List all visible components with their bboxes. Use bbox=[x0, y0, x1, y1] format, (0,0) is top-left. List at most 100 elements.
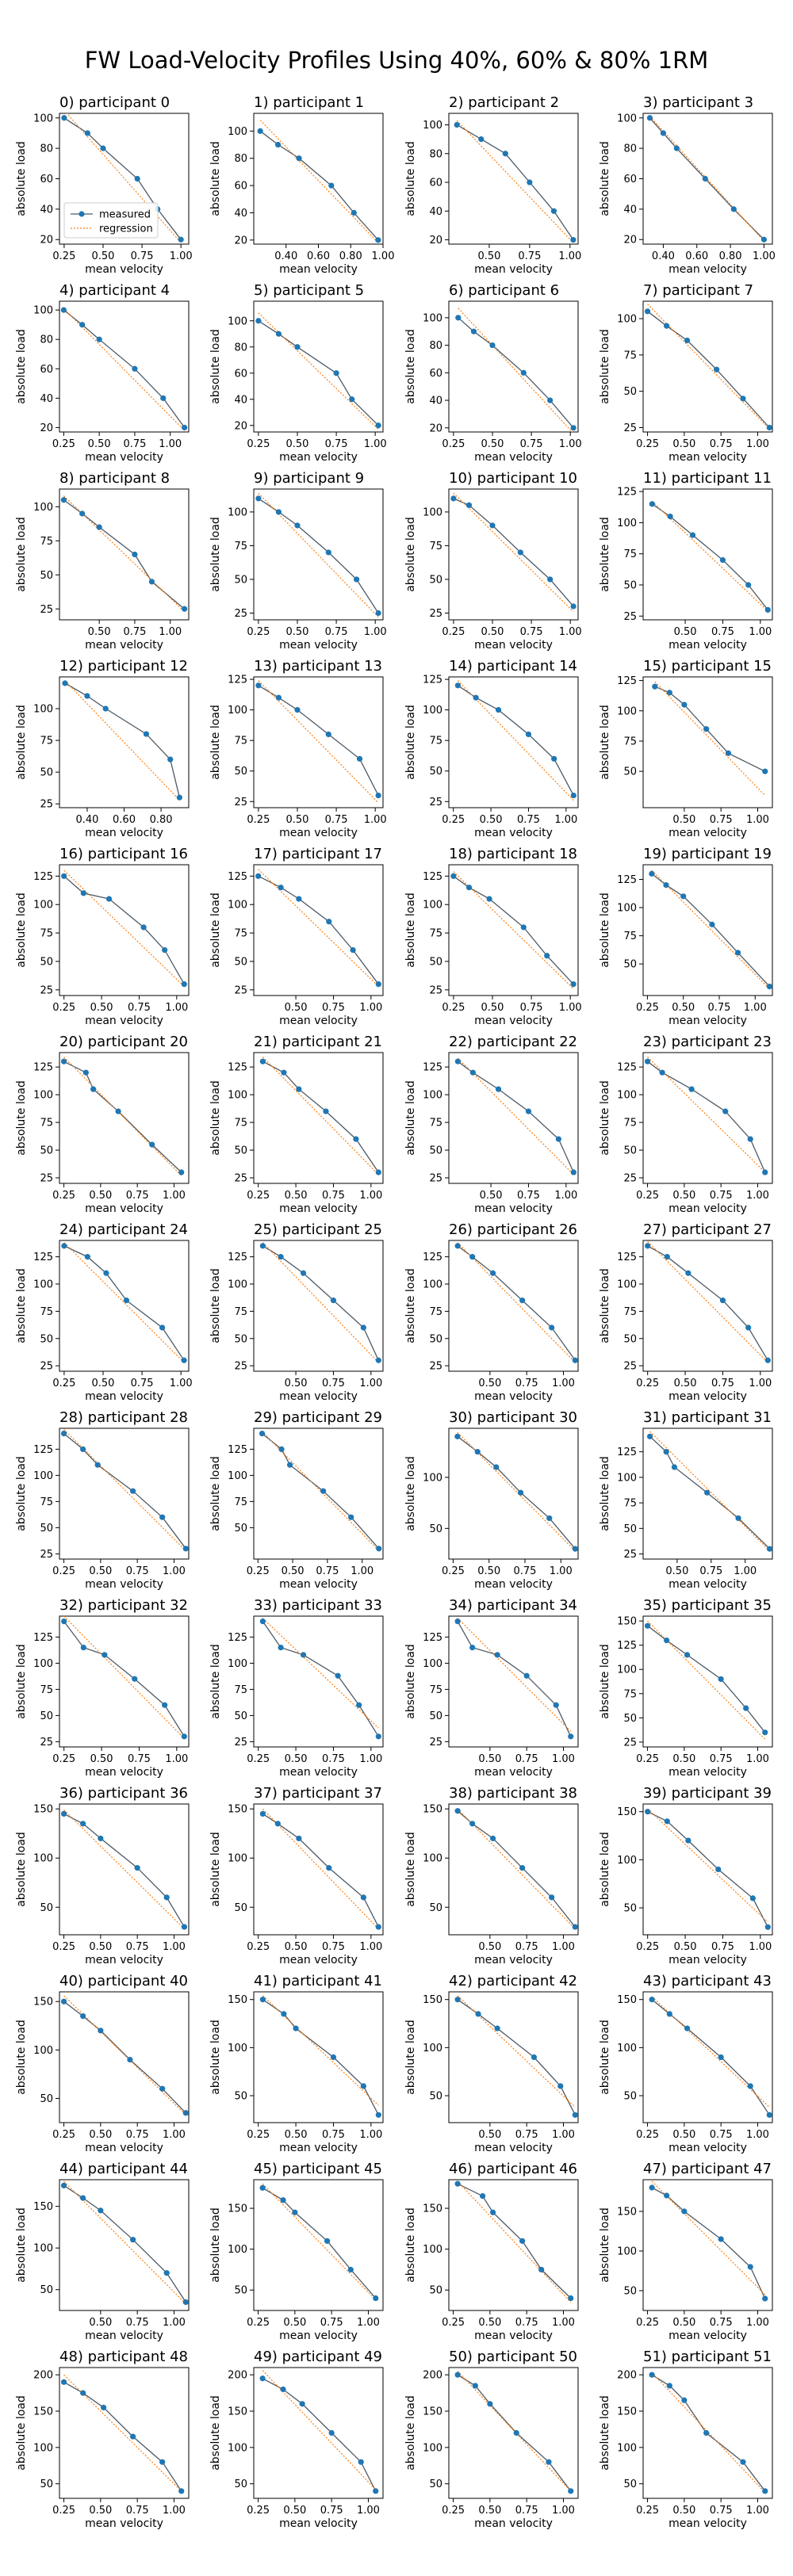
x-tick-label: 1.00 bbox=[753, 250, 776, 262]
panel-2: 2) participant 2 0.50 0.75 1.00 20 40 60 80 100 m… bbox=[404, 94, 581, 276]
measured-point bbox=[103, 1270, 109, 1276]
regression-line bbox=[63, 869, 185, 987]
x-tick-label: 0.25 bbox=[52, 2129, 75, 2141]
x-tick-label: 0.75 bbox=[711, 1378, 734, 1389]
measured-point bbox=[722, 1108, 729, 1114]
panel-title: 0) participant 0 bbox=[59, 94, 170, 111]
regression-line bbox=[262, 2183, 377, 2301]
axes-frame bbox=[253, 864, 384, 996]
measured-point bbox=[472, 2383, 478, 2389]
measured-point bbox=[348, 1514, 354, 1520]
plot-area bbox=[649, 1996, 772, 2118]
measured-point bbox=[358, 2459, 364, 2465]
x-tick-label: 0.50 bbox=[285, 1378, 308, 1389]
y-tick-label: 60 bbox=[40, 364, 53, 376]
x-tick-label: 1.00 bbox=[351, 1565, 374, 1577]
x-tick-label: 0.75 bbox=[322, 1941, 345, 1953]
measured-point bbox=[259, 1619, 266, 1625]
plot-area bbox=[259, 1431, 382, 1552]
y-tick-label: 100 bbox=[423, 2043, 442, 2054]
x-tick-label: 1.00 bbox=[559, 438, 582, 450]
y-axis-label: absolute load bbox=[404, 1832, 417, 1907]
y-tick-label: 150 bbox=[33, 2406, 53, 2418]
x-tick-label: 0.50 bbox=[92, 250, 115, 262]
plot-area bbox=[454, 120, 577, 243]
x-tick-label: 0.25 bbox=[52, 250, 75, 262]
x-tick-label: 0.75 bbox=[322, 1753, 345, 1765]
y-tick-label: 125 bbox=[228, 1252, 247, 1263]
x-tick-label: 0.50 bbox=[283, 2505, 306, 2517]
x-axis-label: mean velocity bbox=[474, 1954, 553, 1966]
y-tick-label: 125 bbox=[228, 675, 247, 686]
measured-point bbox=[134, 175, 140, 182]
regression-line bbox=[457, 1618, 572, 1732]
y-tick-label: 25 bbox=[234, 797, 247, 808]
measured-line bbox=[457, 2183, 572, 2299]
measured-point bbox=[159, 1324, 166, 1331]
measured-point bbox=[61, 873, 67, 879]
y-tick-label: 50 bbox=[623, 2479, 637, 2490]
x-tick-label: 1.00 bbox=[364, 438, 387, 450]
y-tick-label: 150 bbox=[617, 1616, 637, 1628]
measured-point bbox=[719, 1298, 726, 1304]
x-tick-label: 0.40 bbox=[652, 250, 675, 262]
y-axis-label: absolute load bbox=[15, 892, 28, 968]
y-tick-label: 150 bbox=[228, 1994, 247, 2006]
measured-point bbox=[61, 1619, 67, 1625]
x-tick-label: 1.00 bbox=[559, 1002, 582, 1014]
measured-point bbox=[454, 1619, 461, 1625]
y-axis-label: absolute load bbox=[209, 1268, 222, 1343]
x-axis-label: mean velocity bbox=[85, 1578, 163, 1591]
measured-point bbox=[680, 893, 687, 900]
measured-point bbox=[281, 2011, 287, 2017]
y-tick-label: 50 bbox=[623, 386, 637, 398]
y-tick-label: 100 bbox=[617, 518, 637, 529]
axes-frame bbox=[448, 2367, 579, 2499]
measured-point bbox=[454, 1243, 461, 1249]
panel-43: 43) participant 43 0.25 0.50 0.75 1.00 50 100 1… bbox=[599, 1973, 773, 2154]
panel-title: 13) participant 13 bbox=[254, 658, 382, 675]
x-tick-label: 1.00 bbox=[163, 2317, 186, 2329]
axes-frame bbox=[253, 1991, 384, 2123]
panel-32: 32) participant 32 0.25 0.50 0.75 1.00 25 50 75… bbox=[15, 1597, 190, 1779]
measured-point bbox=[725, 750, 732, 756]
x-tick-label: 0.75 bbox=[123, 626, 146, 638]
plot-area bbox=[646, 1431, 772, 1552]
measured-line bbox=[457, 2374, 572, 2492]
measured-point bbox=[473, 694, 479, 701]
regression-line bbox=[262, 1618, 379, 1729]
measured-point bbox=[274, 141, 282, 148]
legend-measured-marker bbox=[79, 211, 85, 217]
y-tick-label: 100 bbox=[617, 1664, 637, 1676]
measured-point bbox=[105, 896, 113, 902]
axes-frame bbox=[448, 1803, 579, 1936]
panel-9: 9) participant 9 0.25 0.50 0.75 1.00 25 50 75 10… bbox=[209, 470, 387, 652]
measured-point bbox=[255, 873, 262, 879]
measured-point bbox=[98, 2028, 104, 2034]
measured-line bbox=[259, 130, 379, 241]
measured-point bbox=[659, 1069, 665, 1076]
panel-48: 48) participant 48 0.25 0.50 0.75 1.00 50 100 1… bbox=[15, 2349, 190, 2530]
measured-line bbox=[647, 1811, 768, 1928]
panel-title: 41) participant 41 bbox=[254, 1973, 382, 1989]
x-tick-label: 0.50 bbox=[672, 2505, 695, 2517]
y-tick-label: 100 bbox=[228, 1090, 247, 1102]
panel-title: 11) participant 11 bbox=[643, 470, 772, 487]
x-tick-label: 0.75 bbox=[520, 1002, 543, 1014]
measured-point bbox=[82, 1069, 89, 1076]
measured-line bbox=[63, 2001, 186, 2114]
plot-area bbox=[454, 1242, 578, 1363]
plot-area bbox=[450, 492, 577, 613]
measured-point bbox=[320, 1488, 327, 1494]
y-axis-label: absolute load bbox=[15, 1268, 28, 1343]
x-tick-label: 1.00 bbox=[552, 1378, 575, 1389]
x-tick-label: 0.50 bbox=[672, 2129, 695, 2141]
plot-area bbox=[255, 492, 381, 618]
axes-frame bbox=[448, 1991, 579, 2123]
plot-area bbox=[60, 1428, 189, 1552]
measured-point bbox=[335, 1672, 341, 1679]
measured-point bbox=[469, 1821, 476, 1827]
x-tick-label: 0.25 bbox=[442, 2317, 465, 2329]
x-tick-label: 0.50 bbox=[92, 1378, 115, 1389]
y-tick-label: 50 bbox=[429, 574, 442, 586]
